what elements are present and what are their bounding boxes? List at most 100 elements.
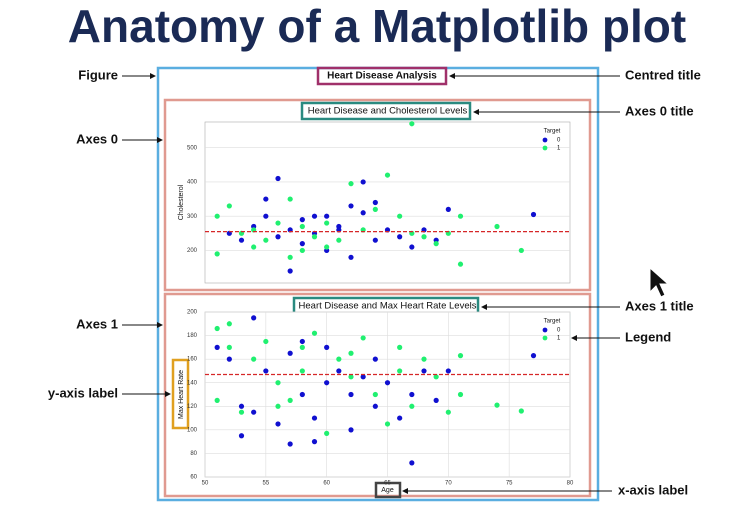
y-tick-label: 300 bbox=[187, 214, 198, 220]
legend-label: 1 bbox=[557, 146, 561, 152]
scatter-point bbox=[348, 181, 354, 187]
scatter-point bbox=[287, 397, 293, 403]
scatter-point bbox=[299, 223, 305, 230]
scatter-point bbox=[214, 251, 220, 257]
scatter-point bbox=[311, 439, 318, 445]
scatter-point bbox=[457, 261, 464, 267]
scatter-point bbox=[494, 402, 500, 408]
scatter-point bbox=[324, 213, 330, 219]
axes0-box bbox=[163, 98, 592, 292]
legend-label: 0 bbox=[557, 138, 561, 144]
scatter-point bbox=[299, 247, 305, 254]
y-tick-label: 80 bbox=[190, 451, 197, 457]
scatter-point bbox=[275, 403, 281, 409]
page-title: Anatomy of a Matplotlib plot bbox=[68, 0, 686, 52]
y-axis-label: Cholesterol bbox=[178, 184, 185, 220]
legend-title: Target bbox=[544, 319, 561, 325]
scatter-point bbox=[336, 368, 342, 374]
scatter-point bbox=[336, 237, 342, 243]
title-highlight bbox=[316, 66, 448, 86]
scatter-point bbox=[226, 321, 232, 327]
y-tick-label: 140 bbox=[187, 380, 198, 386]
scatter-point bbox=[275, 421, 281, 427]
legend-title: Target bbox=[544, 129, 561, 135]
scatter-point bbox=[238, 403, 245, 409]
scatter-point bbox=[518, 408, 524, 414]
legend-label: 1 bbox=[557, 336, 561, 342]
scatter-point bbox=[445, 368, 451, 374]
scatter-point bbox=[263, 237, 269, 243]
scatter-point bbox=[324, 430, 330, 436]
scatter-point bbox=[324, 344, 330, 350]
scatter-point bbox=[409, 460, 415, 466]
scatter-point bbox=[275, 220, 281, 226]
scatter-point bbox=[518, 247, 524, 254]
scatter-point bbox=[409, 244, 415, 250]
x-tick-label: 50 bbox=[202, 481, 209, 487]
scatter-point bbox=[372, 391, 378, 398]
scatter-point bbox=[311, 213, 318, 219]
y-tick-label: 500 bbox=[187, 145, 198, 151]
x-tick-label: 60 bbox=[323, 481, 330, 487]
legend-marker bbox=[542, 145, 548, 151]
scatter-point bbox=[238, 409, 245, 415]
figure-title: Heart Disease Analysis bbox=[327, 71, 437, 82]
scatter-point bbox=[311, 330, 318, 336]
scatter-point bbox=[299, 344, 305, 350]
scatter-point bbox=[214, 397, 220, 403]
x-tick-label: 80 bbox=[567, 481, 574, 487]
scatter-point bbox=[214, 213, 220, 219]
scatter-point bbox=[421, 368, 427, 374]
scatter-point bbox=[445, 409, 451, 415]
scatter-point bbox=[238, 237, 245, 243]
y-tick-label: 60 bbox=[190, 475, 197, 481]
scatter-point bbox=[348, 374, 354, 380]
scatter-point bbox=[251, 356, 257, 362]
scatter-point bbox=[324, 244, 330, 250]
scatter-point bbox=[263, 338, 269, 345]
scatter-point bbox=[275, 234, 281, 240]
scatter-point bbox=[348, 350, 354, 356]
x-tick-label: 55 bbox=[262, 481, 269, 487]
scatter-point bbox=[226, 356, 232, 362]
scatter-point bbox=[360, 210, 366, 216]
scatter-point bbox=[372, 199, 378, 206]
scatter-point bbox=[433, 374, 439, 380]
scatter-point bbox=[445, 206, 451, 212]
scatter-point bbox=[409, 391, 415, 398]
axes0-title-highlight bbox=[300, 101, 472, 121]
scatter-point bbox=[397, 415, 403, 421]
scatter-point bbox=[372, 206, 378, 212]
annotation: Axes 1 title bbox=[625, 298, 694, 313]
scatter-point bbox=[397, 213, 403, 219]
axes-title: Heart Disease and Max Heart Rate Levels bbox=[299, 301, 477, 312]
x-axis-label: Age bbox=[381, 487, 394, 494]
scatter-point bbox=[287, 268, 293, 274]
y-label-highlight bbox=[171, 358, 190, 430]
annotation: Figure bbox=[78, 67, 118, 82]
scatter-point bbox=[384, 421, 391, 427]
scatter-point bbox=[348, 254, 354, 260]
scatter-point bbox=[397, 368, 403, 374]
scatter-point bbox=[457, 213, 464, 219]
scatter-point bbox=[372, 403, 378, 409]
scatter-point bbox=[287, 196, 293, 202]
scatter-point bbox=[251, 315, 257, 321]
y-tick-label: 160 bbox=[187, 357, 198, 363]
y-tick-label: 120 bbox=[187, 404, 198, 410]
scatter-point bbox=[457, 353, 464, 359]
scatter-point bbox=[433, 397, 439, 403]
scatter-point bbox=[433, 241, 439, 247]
scatter-point bbox=[299, 217, 305, 223]
scatter-point bbox=[263, 196, 269, 202]
scatter-point bbox=[299, 391, 305, 398]
scatter-point bbox=[214, 325, 220, 332]
scatter-point bbox=[336, 356, 342, 362]
scatter-point bbox=[324, 220, 330, 226]
plot-area bbox=[204, 121, 571, 284]
legend-marker bbox=[542, 335, 548, 341]
scatter-point bbox=[311, 415, 318, 421]
y-axis-label: Max Heart Rate bbox=[178, 370, 185, 419]
annotation: Centred title bbox=[625, 67, 701, 82]
scatter-point bbox=[226, 344, 232, 350]
